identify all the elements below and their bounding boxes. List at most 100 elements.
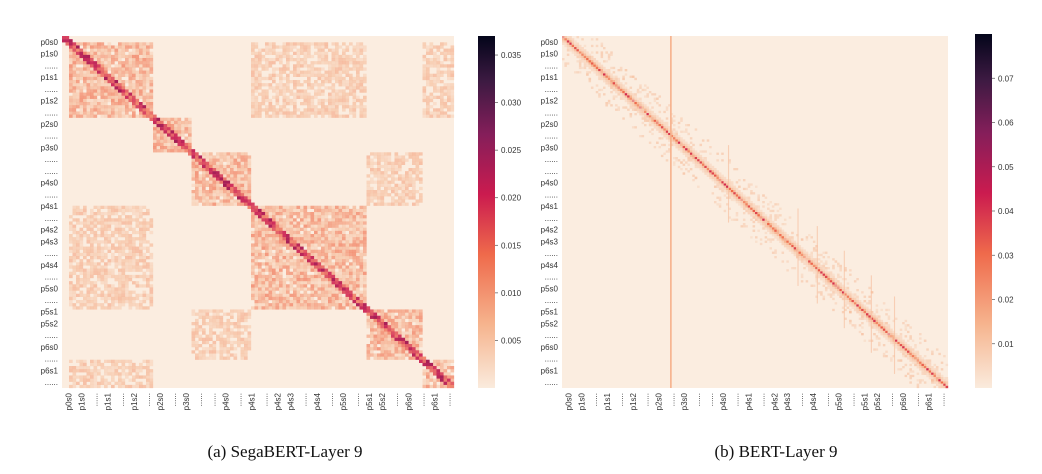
heatmap-a-cell (433, 64, 437, 68)
heatmap-b-diag-cell (742, 201, 746, 204)
heatmap-a-cell (212, 325, 217, 329)
heatmap-b-diag-cell (665, 132, 669, 136)
heatmap-a-cell (118, 102, 122, 106)
heatmap-a-cell (310, 54, 315, 59)
heatmap-a-cell (219, 309, 224, 313)
heatmap-a-cell (219, 340, 224, 345)
heatmap-a-cell (328, 102, 332, 106)
heatmap-a-cell (387, 353, 392, 357)
heatmap-a-cell (321, 45, 325, 49)
heatmap-b-diag-cell (607, 84, 611, 87)
heatmap-a-cell (349, 234, 353, 238)
heatmap-b-diag-cell (791, 251, 794, 254)
heatmap-a-cell (335, 262, 339, 266)
heatmap-a-cell (167, 124, 171, 128)
heatmap-a-cell (401, 312, 406, 316)
heatmap-b-diag-cell (617, 84, 621, 87)
heatmap-a-cell (387, 340, 392, 345)
heatmap-b-diag-cell (682, 143, 686, 147)
heatmap-a-cell (342, 237, 346, 241)
heatmap-a-cell (282, 51, 287, 55)
heatmap-a-cell (300, 221, 304, 225)
heatmap-a-cell (195, 186, 199, 191)
chart-0-xtick-2: ...... (91, 393, 100, 406)
heatmap-a-cell (142, 42, 147, 46)
heatmap-a-cell (275, 89, 280, 93)
heatmap-a-cell (100, 108, 105, 112)
heatmap-a-cell (450, 86, 455, 90)
heatmap-a-cell (352, 300, 357, 304)
heatmap-a-cell (79, 51, 84, 55)
heatmap-a-cell (118, 227, 122, 231)
heatmap-a-cell (128, 114, 133, 118)
heatmap-a-cell (254, 256, 259, 260)
heatmap-a-cell (443, 98, 448, 103)
heatmap-a-cell (146, 296, 150, 301)
heatmap-a-cell (356, 73, 360, 77)
heatmap-a-cell (321, 306, 325, 310)
heatmap-a-cell (139, 265, 143, 269)
heatmap-a-cell (258, 274, 262, 279)
heatmap-a-cell (121, 378, 126, 382)
heatmap-b-diag-cell (627, 95, 630, 98)
heatmap-a-cell (72, 256, 77, 260)
heatmap-a-cell (265, 243, 269, 247)
heatmap-a-cell (401, 334, 406, 338)
heatmap-a-cell (226, 158, 231, 162)
heatmap-a-cell (307, 265, 311, 269)
heatmap-b-diag-cell (745, 207, 748, 210)
heatmap-a-cell (135, 221, 140, 225)
heatmap-a-cell (167, 133, 171, 137)
heatmap-a-cell (251, 86, 255, 90)
heatmap-a-cell (422, 73, 427, 77)
heatmap-b-diag-cell (615, 88, 618, 92)
heatmap-a-cell (118, 205, 122, 209)
heatmap-a-cell (293, 102, 297, 106)
heatmap-a-cell (195, 353, 199, 357)
heatmap-a-cell (265, 218, 269, 222)
heatmap-a-cell (254, 278, 259, 282)
heatmap-a-cell (342, 300, 346, 304)
heatmap-a-cell (237, 199, 241, 203)
heatmap-b-diag-cell (653, 121, 657, 125)
heatmap-a-cell (121, 290, 126, 294)
heatmap-a-cell (149, 221, 154, 225)
heatmap-a-cell (107, 271, 112, 275)
heatmap-a-cell (216, 174, 220, 178)
heatmap-a-cell (240, 309, 245, 313)
heatmap-a-cell (79, 366, 84, 370)
heatmap-a-cell (310, 281, 315, 285)
heatmap-a-cell (83, 246, 87, 250)
heatmap-a-cell (352, 234, 357, 238)
heatmap-a-cell (335, 243, 339, 247)
heatmap-b-diag-cell (728, 194, 732, 197)
heatmap-a-cell (90, 284, 94, 288)
heatmap-a-cell (275, 259, 280, 263)
heatmap-a-cell (86, 86, 91, 90)
heatmap-a-cell (380, 356, 385, 360)
heatmap-b-diag-cell (590, 69, 594, 72)
heatmap-b-diag-cell (808, 258, 811, 261)
heatmap-a-cell (317, 271, 322, 275)
heatmap-a-cell (233, 180, 238, 184)
heatmap-a-cell (121, 300, 126, 304)
heatmap-a-cell (331, 281, 336, 285)
heatmap-a-cell (170, 120, 175, 125)
heatmap-a-cell (261, 268, 266, 272)
heatmap-a-cell (405, 190, 409, 194)
heatmap-b-diag-cell (578, 55, 582, 59)
heatmap-a-cell (356, 86, 360, 90)
heatmap-b-diag-cell (658, 121, 662, 125)
heatmap-a-cell (310, 64, 315, 68)
heatmap-a-cell (433, 83, 437, 87)
heatmap-b-diag-cell (566, 40, 570, 43)
heatmap-a-cell (128, 86, 133, 90)
heatmap-a-cell (401, 174, 406, 178)
heatmap-a-cell (76, 234, 80, 238)
heatmap-a-cell (146, 384, 150, 389)
heatmap-b-diag-cell (605, 69, 609, 72)
heatmap-a-cell (184, 130, 189, 134)
heatmap-b-diag-cell (685, 152, 688, 155)
heatmap-a-cell (317, 281, 322, 285)
heatmap-a-cell (107, 61, 112, 65)
